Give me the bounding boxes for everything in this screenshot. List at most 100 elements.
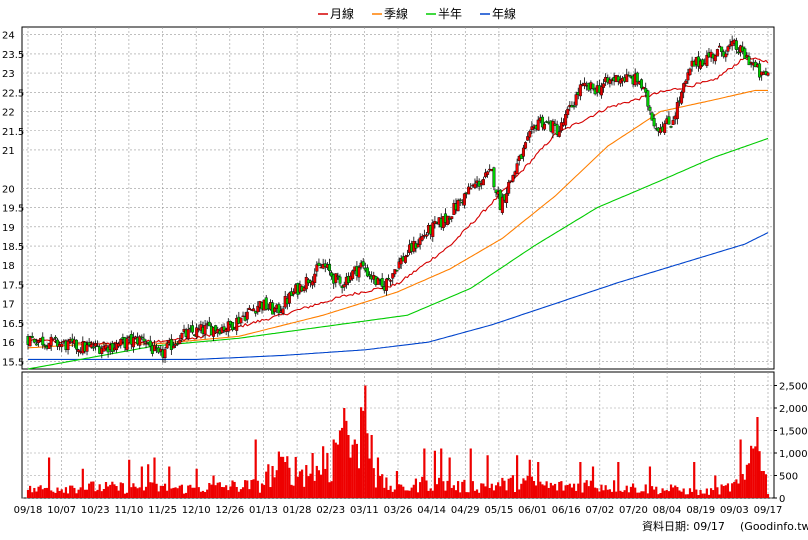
y-tick-label: 18.5	[2, 242, 24, 253]
candle-body	[245, 311, 249, 320]
candle-body	[365, 267, 369, 277]
volume-bar	[142, 490, 146, 498]
candle-body	[559, 122, 563, 131]
volume-bar	[513, 492, 517, 498]
candle-body	[486, 171, 490, 175]
price-grid	[22, 27, 774, 369]
volume-bar	[534, 485, 538, 498]
candle-body	[505, 193, 509, 204]
candle-body	[462, 193, 466, 206]
volume-bar	[303, 486, 306, 498]
volume-bar	[467, 492, 470, 498]
volume-bar	[682, 488, 685, 498]
candle-body	[671, 120, 675, 125]
volume-bar	[263, 484, 266, 498]
volume-bar	[366, 433, 369, 498]
volume-y-axis: 0 500 1,000 1,500 2,000 2,500	[774, 382, 808, 505]
candle-body	[235, 317, 239, 331]
candle-body	[256, 305, 260, 313]
volume-panel: 0 500 1,000 1,500 2,000 2,500	[21, 371, 808, 505]
candle-body	[564, 114, 568, 126]
candle-body	[311, 281, 315, 286]
volume-bar	[518, 489, 521, 498]
volume-bar	[419, 482, 422, 498]
candle-body	[511, 175, 515, 182]
y-tick-label: 2,500	[779, 382, 808, 393]
volume-bar	[113, 484, 116, 498]
x-tick-label: 09/18	[14, 505, 43, 516]
volume-bar	[686, 494, 689, 498]
candle-body	[682, 83, 686, 93]
volume-bar	[381, 474, 384, 498]
volume-bar	[644, 484, 647, 498]
volume-bar	[71, 485, 74, 498]
volume-bar	[528, 459, 531, 498]
candle-body	[405, 255, 409, 257]
volume-bar	[520, 483, 523, 498]
volume-bar	[594, 487, 597, 498]
candle-body	[51, 338, 55, 340]
volume-bar	[125, 492, 129, 498]
candle-body	[77, 349, 81, 352]
volume-bar	[752, 448, 755, 498]
volume-bar	[197, 487, 200, 498]
volume-bar	[370, 435, 373, 498]
volume-bar	[461, 481, 464, 498]
volume-bar	[737, 483, 740, 498]
x-tick-label: 09/03	[720, 505, 749, 516]
volume-bar	[208, 482, 211, 498]
candle-body	[317, 262, 321, 267]
volume-bar	[138, 487, 141, 498]
volume-bar	[149, 482, 152, 498]
candle-body	[66, 340, 70, 351]
volume-bar	[220, 487, 224, 498]
volume-bar	[193, 487, 196, 498]
candle-body	[648, 106, 652, 111]
volume-bar	[452, 485, 455, 498]
volume-bar	[604, 485, 607, 498]
candle-body	[85, 344, 89, 352]
volume-bar	[180, 484, 184, 498]
candle-body	[543, 123, 547, 130]
volume-bar	[406, 490, 409, 498]
volume-bar	[212, 475, 215, 498]
volume-bar	[239, 489, 243, 498]
candle-body	[591, 83, 595, 89]
volume-bar	[317, 470, 321, 498]
volume-bar	[254, 439, 257, 498]
price-plot-area	[21, 26, 775, 370]
volume-bar	[140, 466, 143, 498]
candle-body	[481, 179, 485, 186]
x-tick-label: 09/17	[754, 505, 783, 516]
volume-bar	[663, 490, 666, 498]
candle-body	[393, 269, 397, 275]
volume-bar	[362, 410, 365, 498]
volume-bar	[726, 483, 730, 498]
volume-bar	[475, 489, 479, 498]
volume-bar	[553, 483, 557, 498]
volume-bar	[697, 495, 700, 498]
volume-bar	[459, 492, 462, 498]
candle-body	[458, 199, 462, 201]
volume-bar	[473, 490, 477, 498]
volume-bar	[764, 474, 767, 498]
volume-bar	[558, 481, 561, 498]
candle-body	[644, 88, 648, 93]
candle-body	[705, 55, 709, 67]
volume-bar	[244, 480, 247, 498]
volume-bar	[606, 489, 609, 498]
candle-body	[89, 344, 93, 348]
volume-bar	[94, 491, 97, 498]
volume-bar	[54, 492, 57, 498]
volume-bar	[383, 487, 386, 498]
volume-bar	[189, 484, 192, 498]
volume-bar	[237, 491, 240, 498]
candle-body	[212, 327, 216, 337]
candle-body	[473, 183, 477, 188]
volume-bar	[442, 481, 445, 498]
candle-body	[521, 147, 525, 157]
volume-bar	[709, 488, 713, 498]
volume-bar	[414, 478, 418, 498]
candle-body	[420, 235, 424, 241]
volume-bar	[277, 451, 280, 498]
